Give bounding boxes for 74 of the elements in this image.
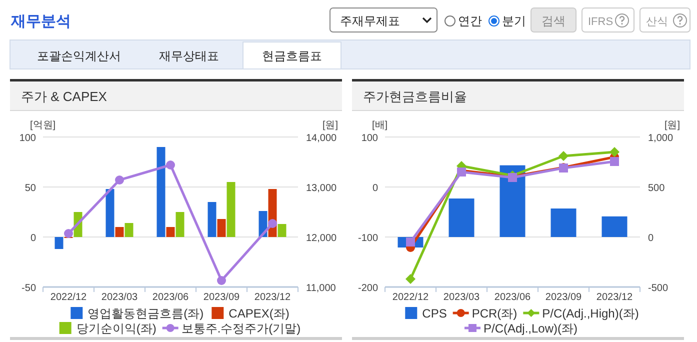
y2-axis-title: [원] [322, 120, 338, 131]
y2-tick-label: 500 [648, 183, 666, 194]
legend-label: 당기순이익(좌) [76, 322, 156, 336]
x-tick-label: 2022/12 [392, 292, 430, 303]
bar [602, 216, 628, 237]
legend-label: CAPEX(좌) [228, 306, 290, 320]
legend-label: PCR(좌) [472, 306, 518, 320]
x-tick-label: 2023/09 [545, 292, 582, 303]
point [610, 147, 620, 157]
text: IFRS [588, 16, 614, 28]
x-tick-label: 2023/06 [494, 292, 532, 303]
chart-title: 주가현금흐름비율 [363, 89, 467, 104]
chart-title: 주가 & CAPEX [21, 89, 108, 104]
x-tick-label: 2023/03 [443, 292, 480, 303]
y2-tick-label: 12,000 [306, 233, 338, 244]
text: 검색 [542, 14, 566, 28]
text: 연간 [458, 14, 482, 28]
bar [226, 182, 236, 237]
point [115, 176, 124, 184]
bar [500, 165, 526, 237]
y-tick-label: -100 [358, 233, 378, 244]
bar [156, 147, 166, 237]
y2-tick-label: 14,000 [306, 133, 338, 144]
y-tick-label: 100 [19, 133, 36, 144]
x-tick-label: 2023/12 [596, 292, 634, 303]
bar [115, 227, 124, 237]
bar [208, 202, 216, 237]
legend-label: 영업활동현금흐름(좌) [88, 306, 204, 320]
text: 재무분석 [10, 13, 71, 30]
bar [166, 227, 175, 237]
y2-axis-title: [원] [664, 120, 680, 131]
legend-label: 보통주.수정주가(기말) [181, 322, 301, 336]
y-axis-title: [억원] [30, 120, 56, 131]
y-tick-label: -50 [22, 283, 36, 294]
bar [278, 224, 286, 237]
x-tick-label: 2023/03 [101, 292, 138, 303]
bar [217, 219, 226, 237]
legend-label: P/C(Adj.,Low)(좌) [483, 322, 578, 336]
point [217, 276, 226, 285]
legend-label: P/C(Adj.,High)(좌) [542, 306, 639, 320]
y-axis-title: [배] [372, 120, 388, 131]
x-tick-label: 2022/12 [50, 292, 88, 303]
y2-tick-label: 1,000 [648, 133, 674, 144]
bar [106, 189, 114, 237]
bar [550, 208, 576, 237]
bar [448, 198, 474, 237]
y2-tick-label: 13,000 [306, 183, 338, 194]
bar [54, 237, 64, 249]
y-tick-label: 100 [361, 133, 378, 144]
text: 산식 [646, 16, 668, 28]
bar [176, 212, 184, 237]
text: 현금흐름표 [262, 49, 322, 63]
x-tick-label: 2023/06 [152, 292, 190, 303]
x-tick-label: 2023/12 [254, 292, 292, 303]
point [610, 157, 619, 166]
y2-tick-label: -500 [648, 283, 668, 294]
point [406, 274, 416, 284]
point [558, 151, 568, 161]
y2-tick-label: 11,000 [306, 283, 336, 294]
y-tick-label: -200 [358, 283, 378, 294]
y-tick-label: 50 [24, 183, 36, 194]
text: 주재무제표 [340, 14, 400, 28]
text: 재무상태표 [159, 49, 219, 63]
text: 포괄손익계산서 [37, 49, 121, 63]
bar [124, 223, 134, 237]
point [166, 160, 175, 170]
y-tick-label: 0 [372, 183, 378, 194]
legend-label: CPS [422, 306, 447, 320]
y-tick-label: 0 [30, 233, 36, 244]
point [268, 219, 277, 228]
x-tick-label: 2023/09 [203, 292, 240, 303]
point [64, 229, 73, 238]
y2-tick-label: 0 [648, 233, 654, 244]
text: 분기 [502, 14, 526, 28]
